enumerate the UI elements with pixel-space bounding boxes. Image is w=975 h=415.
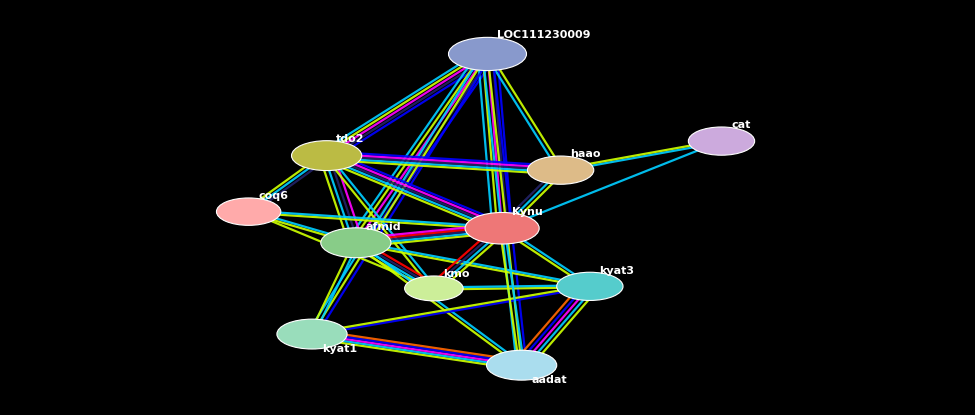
Text: coq6: coq6 (258, 191, 289, 201)
Text: tdo2: tdo2 (336, 134, 365, 144)
Circle shape (688, 127, 755, 155)
Circle shape (465, 212, 539, 244)
Text: kyat3: kyat3 (600, 266, 635, 276)
Text: afmid: afmid (366, 222, 402, 232)
Circle shape (557, 272, 623, 300)
Circle shape (321, 228, 391, 258)
Text: LOC111230009: LOC111230009 (497, 30, 591, 40)
Text: cat: cat (731, 120, 751, 130)
Circle shape (277, 319, 347, 349)
Text: Kynu: Kynu (512, 207, 543, 217)
Circle shape (448, 37, 526, 71)
Circle shape (292, 141, 362, 171)
Circle shape (487, 350, 557, 380)
Text: aadat: aadat (531, 375, 567, 385)
Circle shape (527, 156, 594, 184)
Circle shape (216, 198, 281, 225)
Text: haao: haao (570, 149, 601, 159)
Text: kmo: kmo (444, 269, 470, 279)
Circle shape (405, 276, 463, 301)
Text: kyat1: kyat1 (322, 344, 357, 354)
